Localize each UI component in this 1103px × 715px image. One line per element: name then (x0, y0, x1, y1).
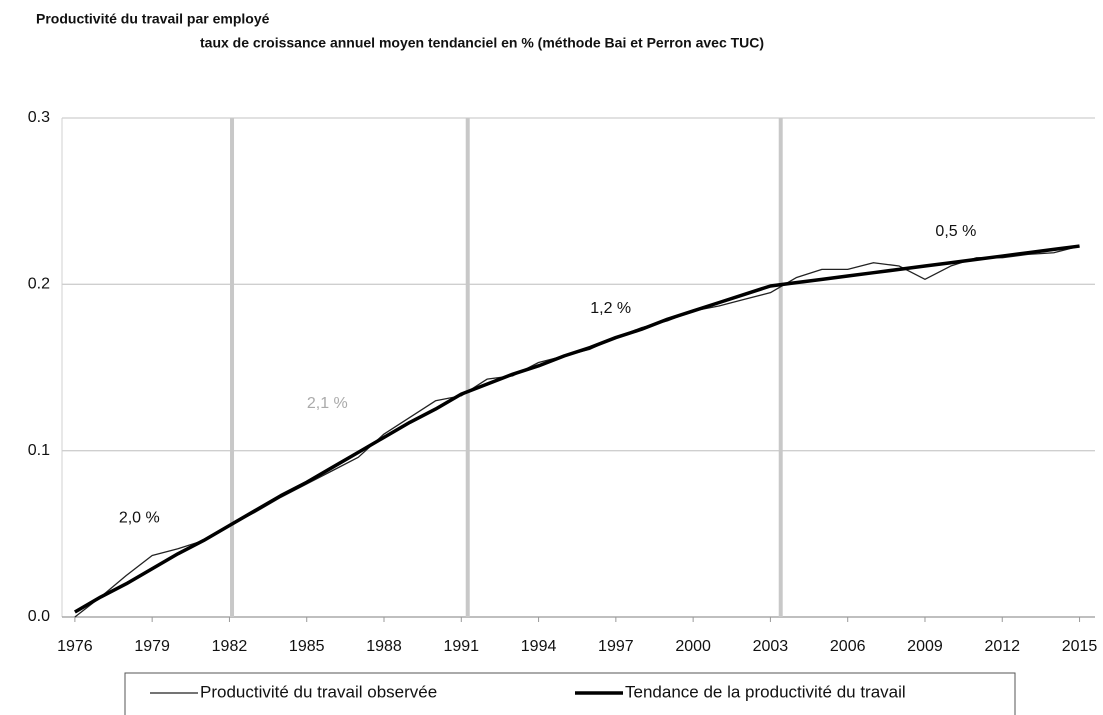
series-line (74, 245, 1080, 618)
x-tick-label: 1988 (366, 638, 402, 655)
x-tick-label: 2006 (830, 638, 866, 655)
x-tick-label: 2000 (675, 638, 711, 655)
y-tick-label: 0.0 (28, 608, 50, 625)
x-tick-label: 2012 (984, 638, 1020, 655)
chart-subtitle: taux de croissance annuel moyen tendanci… (200, 35, 764, 51)
x-tick-label: 1985 (289, 638, 325, 655)
legend-label: Productivité du travail observée (200, 682, 437, 701)
y-tick-label: 0.3 (28, 109, 50, 126)
x-tick-label: 2009 (907, 638, 943, 655)
x-tick-label: 2003 (753, 638, 789, 655)
x-tick-label: 1979 (134, 638, 170, 655)
chart-title: Productivité du travail par employé (36, 11, 270, 27)
legend-box (124, 672, 1016, 715)
annotation: 2,0 % (119, 509, 160, 526)
x-tick-label: 2015 (1062, 638, 1098, 655)
annotation: 2,1 % (307, 395, 348, 412)
x-tick-label: 1991 (443, 638, 479, 655)
legend-label: Tendance de la productivité du travail (625, 682, 906, 701)
annotation: 1,2 % (590, 300, 631, 317)
x-tick-label: 1997 (598, 638, 634, 655)
x-tick-label: 1982 (212, 638, 248, 655)
series-line (74, 244, 1080, 614)
annotation: 0,5 % (935, 223, 976, 240)
y-tick-label: 0.1 (28, 442, 50, 459)
x-tick-label: 1976 (57, 638, 93, 655)
y-tick-label: 0.2 (28, 276, 50, 293)
x-tick-label: 1994 (521, 638, 557, 655)
